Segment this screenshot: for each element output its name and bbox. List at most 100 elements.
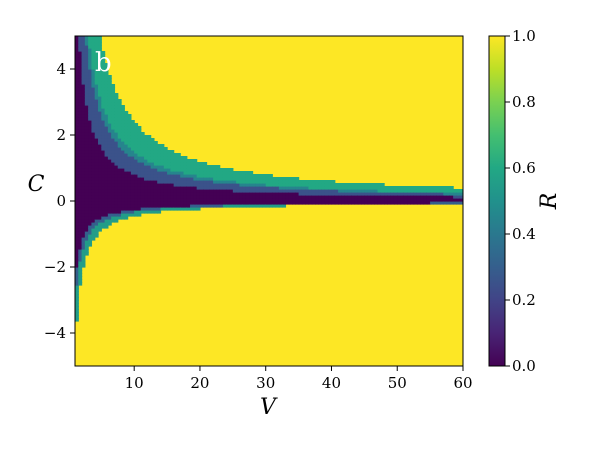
heatmap-cell xyxy=(94,207,99,211)
heatmap-cell xyxy=(75,261,79,265)
heatmap-cell xyxy=(176,204,181,208)
heatmap-cell xyxy=(78,42,83,46)
heatmap-cell xyxy=(75,189,79,193)
heatmap-cell xyxy=(114,150,119,154)
heatmap-cell xyxy=(107,195,112,199)
heatmap-cell xyxy=(81,111,86,115)
x-tick-label: 10 xyxy=(125,374,144,392)
heatmap-cell xyxy=(193,171,198,175)
heatmap-cell xyxy=(117,144,122,148)
heatmap-cell xyxy=(170,189,175,193)
heatmap-cell xyxy=(81,90,86,94)
colorbar-tick-label: 0.0 xyxy=(512,357,536,375)
heatmap-cell xyxy=(114,198,119,202)
heatmap-cell xyxy=(292,177,296,181)
heatmap-cell xyxy=(124,144,129,148)
heatmap-cell xyxy=(111,126,116,130)
heatmap-cell xyxy=(229,201,234,205)
heatmap-cell xyxy=(101,204,106,208)
heatmap-cell xyxy=(75,153,79,157)
heatmap-cell xyxy=(134,201,139,205)
heatmap-cell xyxy=(321,186,326,190)
heatmap-cell xyxy=(183,186,188,190)
heatmap-cell xyxy=(84,93,89,97)
heatmap-cell xyxy=(98,216,102,220)
heatmap-cell xyxy=(361,198,365,202)
heatmap-cell xyxy=(75,75,79,79)
heatmap-cell xyxy=(255,204,260,208)
heatmap-cell xyxy=(449,195,454,199)
heatmap-cell xyxy=(262,189,267,193)
heatmap-cell xyxy=(160,186,165,190)
heatmap-cell xyxy=(98,60,102,64)
heatmap-cell xyxy=(107,198,112,202)
heatmap-cell xyxy=(84,108,89,112)
heatmap-cell xyxy=(88,51,93,55)
heatmap-cell xyxy=(88,213,93,217)
heatmap-cell xyxy=(285,195,290,199)
heatmap-cell xyxy=(167,168,171,172)
heatmap-cell xyxy=(140,174,145,178)
heatmap-cell xyxy=(426,192,431,196)
heatmap-cell xyxy=(78,84,83,88)
heatmap-cell xyxy=(104,135,109,139)
heatmap-cell xyxy=(163,177,168,181)
heatmap-cell xyxy=(229,189,234,193)
heatmap-cell xyxy=(311,198,316,202)
heatmap-cell xyxy=(176,174,181,178)
heatmap-cell xyxy=(124,111,129,115)
heatmap-cell xyxy=(134,126,139,130)
heatmap-cell xyxy=(269,204,273,208)
heatmap-cell xyxy=(101,198,106,202)
heatmap-cell xyxy=(104,213,109,217)
heatmap-cell xyxy=(117,216,122,220)
heatmap-cell xyxy=(153,207,158,211)
heatmap-cell xyxy=(101,192,106,196)
heatmap-cell xyxy=(134,165,139,169)
heatmap-cell xyxy=(170,171,175,175)
heatmap-cell xyxy=(252,204,257,208)
heatmap-cell xyxy=(209,171,214,175)
heatmap-cell xyxy=(167,183,171,187)
heatmap-cell xyxy=(91,90,96,94)
heatmap-cell xyxy=(173,156,178,160)
heatmap-cell xyxy=(190,186,194,190)
heatmap-cell xyxy=(98,138,102,142)
heatmap-cell xyxy=(150,177,155,181)
heatmap-cell xyxy=(213,180,217,184)
heatmap-cell xyxy=(88,171,93,175)
heatmap-cell xyxy=(98,36,102,40)
heatmap-cell xyxy=(252,195,257,199)
heatmap-cell xyxy=(173,204,178,208)
heatmap-cell xyxy=(117,198,122,202)
heatmap-cell xyxy=(75,285,79,289)
heatmap-cell xyxy=(84,192,89,196)
heatmap-cell xyxy=(114,144,119,148)
heatmap-cell xyxy=(328,195,333,199)
heatmap-cell xyxy=(84,168,89,172)
heatmap-cell xyxy=(134,123,139,127)
heatmap-cell xyxy=(449,198,454,202)
heatmap-cell xyxy=(121,192,125,196)
heatmap-cell xyxy=(134,135,139,139)
heatmap-cell xyxy=(321,192,326,196)
heatmap-cell xyxy=(186,159,191,163)
heatmap-cell xyxy=(98,150,102,154)
heatmap-cell xyxy=(75,144,79,148)
heatmap-cell xyxy=(459,198,463,202)
heatmap-cell xyxy=(186,186,191,190)
heatmap-cell xyxy=(111,195,116,199)
heatmap-cell xyxy=(137,201,142,205)
heatmap-cell xyxy=(203,168,208,172)
heatmap-cell xyxy=(81,171,86,175)
heatmap-cell xyxy=(75,255,79,259)
heatmap-cell xyxy=(140,195,145,199)
heatmap-cell xyxy=(75,237,79,241)
heatmap-cell xyxy=(84,249,89,253)
heatmap-cell xyxy=(430,201,435,205)
heatmap-cell xyxy=(328,201,333,205)
heatmap-cell xyxy=(78,63,83,67)
heatmap-cell xyxy=(380,198,385,202)
heatmap-cell xyxy=(374,183,379,187)
heatmap-cell xyxy=(173,159,178,163)
